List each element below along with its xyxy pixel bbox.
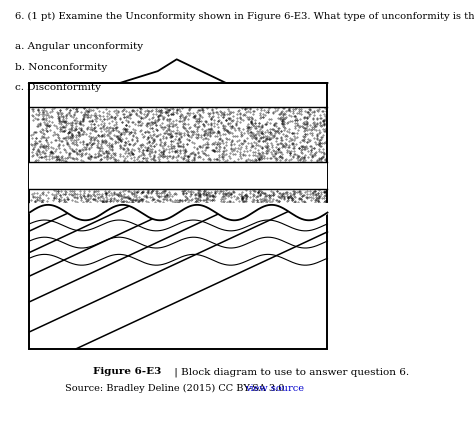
Text: c. Disconformity: c. Disconformity — [16, 83, 101, 92]
Bar — [29, 162, 328, 189]
Text: Figure 6-E3: Figure 6-E3 — [92, 367, 161, 376]
Text: Source: Bradley Deline (2015) CC BY-SA 3.0: Source: Bradley Deline (2015) CC BY-SA 3… — [64, 384, 287, 394]
Text: | Block diagram to use to answer question 6.: | Block diagram to use to answer questio… — [172, 367, 410, 377]
Text: b. Nonconformity: b. Nonconformity — [16, 63, 108, 72]
Text: a. Angular unconformity: a. Angular unconformity — [16, 42, 144, 51]
Bar — [29, 83, 328, 349]
Text: view source: view source — [245, 384, 304, 393]
Text: 6. (1 pt) Examine the Unconformity shown in Figure 6-E3. What type of unconformi: 6. (1 pt) Examine the Unconformity shown… — [16, 12, 474, 21]
